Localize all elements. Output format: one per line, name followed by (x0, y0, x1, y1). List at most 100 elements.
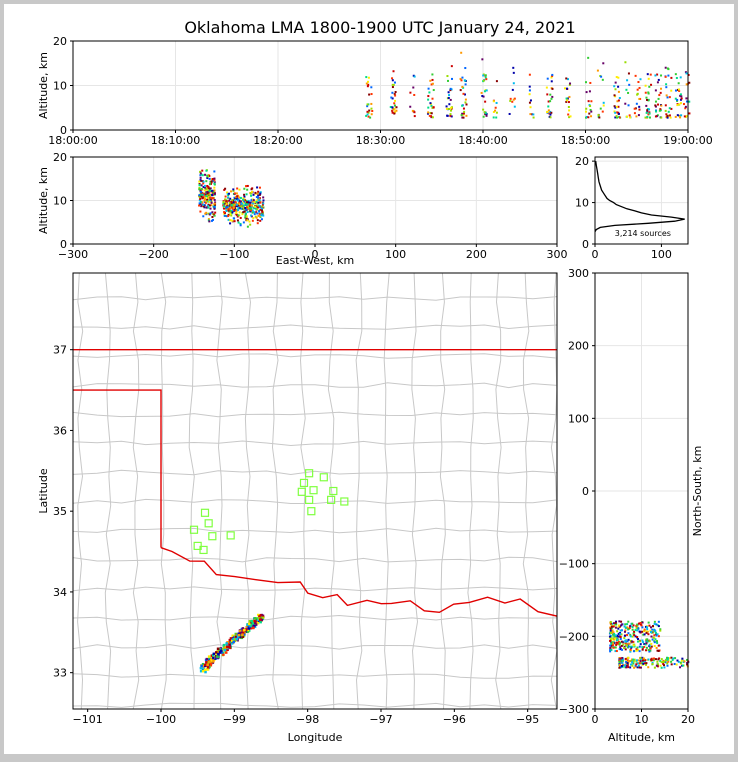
source-point (199, 172, 202, 175)
source-point (654, 100, 657, 103)
source-point (201, 667, 205, 670)
source-point (216, 650, 220, 654)
plan-view-map-panel: −101 −100 −99 −98 −97 −96 −95 33 34 35 36 37 Longitu… (37, 272, 558, 744)
source-point (202, 192, 205, 195)
source-point (214, 651, 218, 654)
source-point (629, 625, 632, 628)
source-point (232, 188, 235, 191)
source-point (610, 641, 613, 644)
county-line (271, 273, 279, 709)
source-point (492, 110, 495, 113)
source-point (683, 660, 686, 663)
county-line (73, 614, 557, 621)
source-point (448, 108, 451, 111)
source-point (237, 198, 240, 201)
source-point (199, 170, 202, 173)
y-tick-label: −100 (559, 558, 589, 571)
lma-station-marker (208, 532, 217, 541)
source-point (663, 666, 666, 669)
source-point (409, 91, 412, 94)
source-point (213, 170, 216, 173)
source-point (242, 211, 245, 214)
source-point (656, 73, 659, 76)
source-point (614, 81, 617, 84)
source-point (639, 656, 642, 659)
x-tick-label: 100 (651, 248, 672, 261)
source-point (245, 193, 248, 196)
source-point (367, 80, 370, 83)
source-point (624, 629, 627, 632)
source-point (667, 110, 670, 113)
source-point (214, 203, 217, 206)
source-point (528, 89, 531, 92)
source-point (213, 198, 216, 201)
source-point (638, 630, 641, 633)
source-point (656, 633, 659, 636)
source-point (495, 111, 498, 114)
source-point (648, 108, 651, 111)
y-tick-label: −200 (559, 630, 589, 643)
source-point (427, 95, 430, 98)
source-point (246, 188, 249, 191)
source-point (545, 86, 548, 89)
source-point (235, 209, 238, 212)
source-point (648, 650, 651, 653)
source-point (213, 192, 216, 195)
source-point (638, 640, 641, 643)
source-point (615, 641, 618, 644)
x-tick-label: −101 (73, 713, 103, 726)
x-tick-label: 18:10:00 (151, 134, 200, 147)
source-point (242, 200, 245, 203)
source-point (481, 94, 484, 97)
source-point (546, 110, 549, 113)
source-point (233, 638, 237, 641)
source-point (391, 77, 394, 80)
source-point (494, 106, 497, 109)
source-point (200, 173, 203, 176)
source-point (646, 630, 649, 633)
source-point (609, 627, 612, 630)
source-point (585, 115, 588, 118)
source-point (206, 200, 209, 203)
source-point (199, 210, 202, 213)
source-point (609, 639, 612, 642)
source-point (531, 113, 534, 116)
source-point (449, 113, 452, 116)
source-point (646, 628, 649, 631)
source-point (646, 98, 649, 101)
source-point (223, 207, 226, 210)
source-point (235, 637, 239, 641)
source-point (225, 209, 228, 212)
source-point (484, 89, 487, 92)
y-tick-label: 0 (60, 124, 67, 137)
source-point (653, 641, 656, 644)
source-point (365, 76, 368, 79)
source-point (612, 631, 615, 634)
source-point (657, 97, 660, 100)
source-point (210, 180, 213, 183)
source-point (236, 187, 239, 190)
source-point (637, 637, 640, 640)
source-point (205, 668, 209, 671)
source-point (636, 623, 639, 626)
source-point (370, 102, 373, 105)
source-point (626, 623, 629, 626)
source-point (685, 83, 688, 86)
source-point (680, 114, 683, 117)
source-point (206, 663, 209, 667)
source-point (208, 204, 211, 207)
source-point (568, 95, 571, 98)
source-point (623, 647, 626, 650)
source-point (549, 100, 552, 103)
source-point (646, 638, 649, 641)
source-point (642, 641, 645, 644)
source-point (512, 71, 515, 74)
source-point (635, 115, 638, 118)
source-point (609, 622, 612, 625)
source-point (625, 660, 628, 663)
source-point (248, 220, 251, 223)
source-point (647, 658, 650, 661)
source-point (210, 657, 213, 661)
source-point (666, 115, 669, 118)
source-point (262, 199, 265, 202)
